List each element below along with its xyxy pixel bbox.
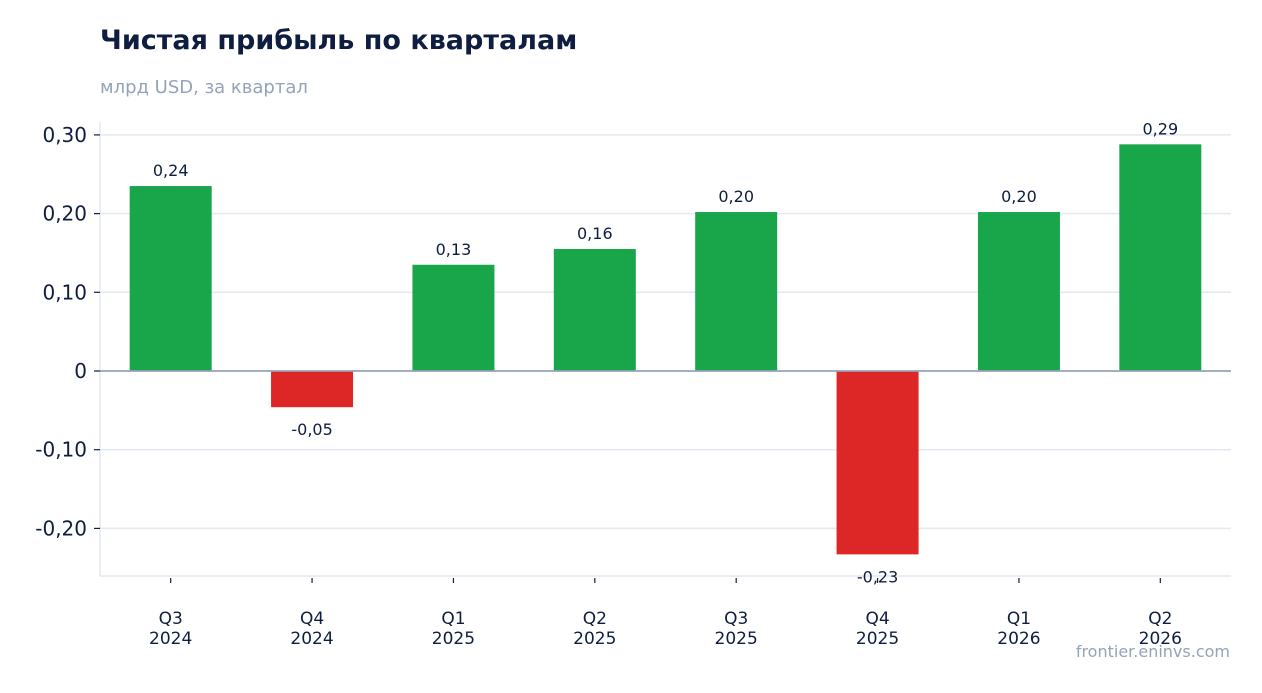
x-tick-label: Q2 2026	[1139, 609, 1182, 649]
y-tick-label: 0	[74, 359, 87, 383]
data-label: 0,20	[718, 187, 754, 206]
y-tick-label: 0,20	[42, 202, 87, 226]
data-label: 0,20	[1001, 187, 1037, 206]
bar	[412, 264, 495, 371]
y-tick-label: -0,10	[35, 438, 87, 462]
chart-title: Чистая прибыль по кварталам	[100, 25, 578, 56]
x-tick-label: Q4 2025	[856, 609, 899, 649]
bar	[271, 371, 354, 408]
chart-subtitle: млрд USD, за квартал	[100, 77, 308, 98]
x-tick-label: Q3 2025	[715, 609, 758, 649]
data-label: 0,16	[577, 224, 613, 243]
bar	[977, 212, 1060, 371]
x-tick-label: Q2 2025	[573, 609, 616, 649]
bar	[553, 249, 636, 371]
data-label: -0,05	[291, 420, 332, 439]
bar	[836, 371, 919, 555]
y-tick-label: 0,30	[42, 123, 87, 147]
grid-layer	[100, 134, 1231, 530]
bar	[129, 186, 212, 371]
data-label: 0,24	[153, 161, 189, 180]
x-tick-label: Q1 2026	[997, 609, 1040, 649]
y-tick-label: -0,20	[35, 516, 87, 540]
bars-layer	[129, 144, 1202, 555]
data-label: -0,23	[857, 567, 898, 586]
x-tick-label: Q4 2024	[290, 609, 333, 649]
bar	[1119, 144, 1202, 371]
watermark: frontier.eninvs.com	[1075, 642, 1230, 661]
labels-layer: 0,30 0,20 0,10 0 -0,10 -0,20 0,24 Q3 2024 -0,05 Q4…	[35, 119, 1182, 649]
y-tick-label: 0,10	[42, 280, 87, 304]
data-label: 0,13	[436, 240, 472, 259]
x-tick-label: Q3 2024	[149, 609, 192, 649]
axis-layer	[94, 122, 1231, 583]
bar	[695, 212, 778, 371]
data-label: 0,29	[1143, 119, 1179, 138]
x-tick-label: Q1 2025	[432, 609, 475, 649]
